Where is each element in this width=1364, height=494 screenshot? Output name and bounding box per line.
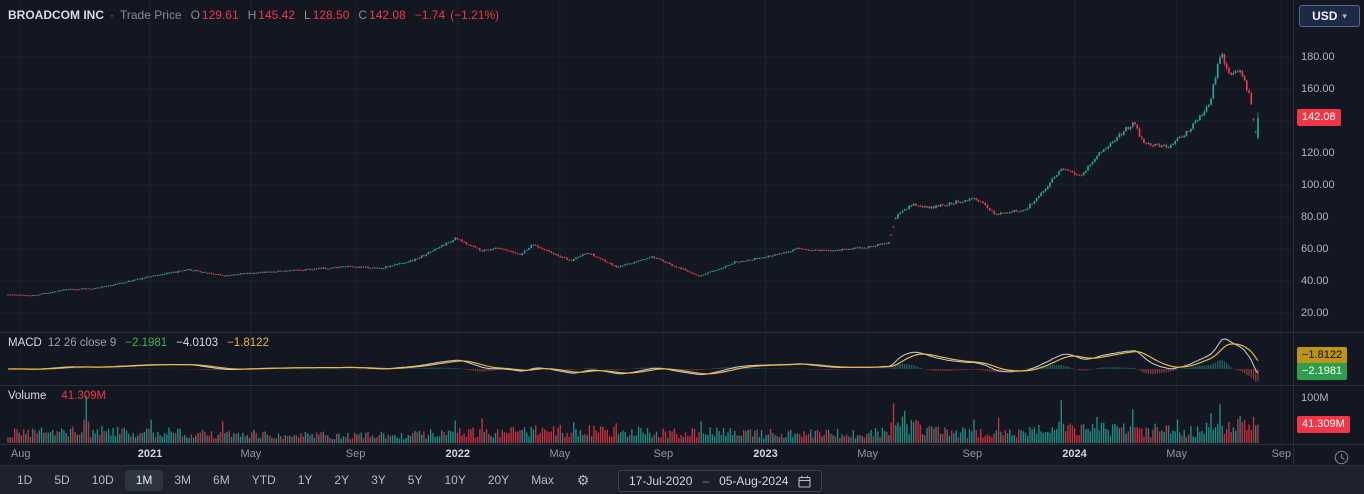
price-legend: BROADCOM INC · Trade Price O 129.61 H 145.… <box>8 8 499 22</box>
currency-label: USD <box>1312 9 1338 23</box>
candlestick-chart[interactable] <box>0 0 1293 444</box>
price-axis-label: 40.00 <box>1301 275 1329 287</box>
date-from: 17-Jul-2020 <box>629 474 693 488</box>
range-button-ytd[interactable]: YTD <box>241 470 287 491</box>
time-axis-label-may: May <box>1166 448 1188 460</box>
date-separator: – <box>702 474 710 488</box>
legend-separator: · <box>110 8 114 22</box>
time-axis-label-2021: 2021 <box>137 448 163 460</box>
range-button-1y[interactable]: 1Y <box>287 470 324 491</box>
time-axis-label-2024: 2024 <box>1062 448 1087 460</box>
calendar-icon <box>798 475 812 488</box>
date-to: 05-Aug-2024 <box>719 474 789 488</box>
range-button-group: 1D 5D 10D 1M 3M 6M YTD 1Y 2Y 3Y 5Y 10Y 20Y Max <box>6 469 565 491</box>
price-axis-label: 100.00 <box>1301 179 1335 191</box>
volume-axis-label: 100M <box>1301 392 1329 404</box>
range-button-3y[interactable]: 3Y <box>360 470 397 491</box>
open-value: O 129.61 <box>191 8 239 22</box>
high-number: 145.42 <box>258 8 295 22</box>
change-value: −1.74 <box>414 8 446 22</box>
macd-title[interactable]: MACD <box>8 337 42 349</box>
low-value: L 128.50 <box>304 8 349 22</box>
high-value: H 145.42 <box>248 8 295 22</box>
price-axis[interactable]: USD ▾ 180.00160.00140.00120.00100.0080.0… <box>1293 0 1364 465</box>
date-range-picker[interactable]: 17-Jul-2020 – 05-Aug-2024 <box>618 470 823 492</box>
price-axis-label: 120.00 <box>1301 147 1335 159</box>
change-percent: (−1.21%) <box>450 8 500 22</box>
range-button-5d[interactable]: 5D <box>43 470 80 491</box>
volume-timeaxis-divider <box>0 444 1364 445</box>
price-axis-label: 80.00 <box>1301 211 1329 223</box>
close-value: C 142.08 <box>358 8 405 22</box>
price-axis-label: 180.00 <box>1301 51 1335 63</box>
macd-badge: −2.1981 <box>1297 363 1348 380</box>
time-axis-label-may: May <box>549 448 571 460</box>
price-macd-divider[interactable] <box>0 332 1364 333</box>
time-axis-label-may: May <box>857 448 878 460</box>
price-axis-label: 60.00 <box>1301 243 1329 255</box>
last-price-badge: 142.08 <box>1297 109 1341 126</box>
close-number: 142.08 <box>369 8 406 22</box>
macd-signal-value: −1.8122 <box>227 337 269 349</box>
range-button-1m[interactable]: 1M <box>124 469 164 491</box>
range-button-20y[interactable]: 20Y <box>477 470 520 491</box>
range-button-6m[interactable]: 6M <box>202 470 241 491</box>
volume-value: 41.309M <box>61 390 107 402</box>
macd-volume-divider[interactable] <box>0 385 1364 386</box>
macd-hist-value: −2.1981 <box>125 337 168 349</box>
time-axis-label-sep: Sep <box>962 448 983 460</box>
open-number: 129.61 <box>201 8 239 22</box>
time-axis[interactable]: Aug 2021 May Sep 2022 May Sep 2023 May Sep 2024 May… <box>0 445 1293 465</box>
time-axis-label-2023: 2023 <box>753 448 778 460</box>
macd-line-value: −4.0103 <box>176 337 219 349</box>
range-button-2y[interactable]: 2Y <box>323 470 360 491</box>
time-axis-label-aug: Aug <box>10 448 31 460</box>
currency-selector[interactable]: USD ▾ <box>1299 5 1360 27</box>
volume-title[interactable]: Volume <box>8 390 47 402</box>
time-axis-label-sep: Sep <box>1271 448 1292 460</box>
bottom-toolbar: 1D 5D 10D 1M 3M 6M YTD 1Y 2Y 3Y 5Y 10Y 20Y Max ⚙ 17-J… <box>0 465 1364 494</box>
macd-badge: −1.8122 <box>1297 347 1348 364</box>
macd-legend: MACD 12 26 close 9 −2.1981 −4.0103 −1.81… <box>8 337 269 349</box>
symbol-name[interactable]: BROADCOM INC <box>8 8 104 22</box>
price-axis-label: 20.00 <box>1301 307 1329 319</box>
close-label: C <box>358 8 368 22</box>
time-axis-label-sep: Sep <box>345 448 366 460</box>
time-axis-label-sep: Sep <box>653 448 674 460</box>
high-label: H <box>247 8 257 22</box>
range-button-max[interactable]: Max <box>520 470 565 491</box>
open-label: O <box>190 8 200 22</box>
range-button-1d[interactable]: 1D <box>6 470 43 491</box>
clock-icon[interactable] <box>1334 450 1349 465</box>
range-button-3m[interactable]: 3M <box>163 470 202 491</box>
low-label: L <box>304 8 311 22</box>
low-number: 128.50 <box>312 8 350 22</box>
macd-params: 12 26 close 9 <box>47 337 117 349</box>
series-type-label: Trade Price <box>120 8 182 22</box>
settings-gear-icon[interactable]: ⚙ <box>569 472 598 489</box>
caret-down-icon: ▾ <box>1342 10 1347 21</box>
volume-badge: 41.309M <box>1297 416 1350 433</box>
volume-legend: Volume 41.309M <box>8 390 106 402</box>
range-button-10d[interactable]: 10D <box>81 470 125 491</box>
time-axis-label-may: May <box>240 448 262 460</box>
range-button-5y[interactable]: 5Y <box>397 470 434 491</box>
time-axis-label-2022: 2022 <box>445 448 470 460</box>
price-axis-label: 160.00 <box>1301 83 1335 95</box>
range-button-10y[interactable]: 10Y <box>433 470 476 491</box>
